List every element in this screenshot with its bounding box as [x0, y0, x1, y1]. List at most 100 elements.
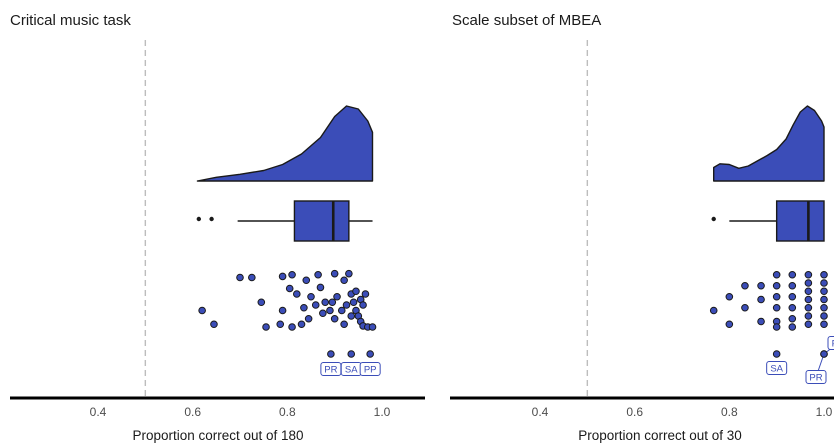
participant-label-box [805, 370, 827, 384]
outlier-point [711, 216, 716, 222]
data-point [820, 279, 828, 287]
data-point [820, 287, 828, 296]
iqr-box [775, 200, 825, 242]
participant-label: PP [832, 338, 834, 349]
x-tick-label: 1.0 [816, 405, 833, 419]
data-point [772, 303, 781, 312]
x-tick-label: 0.6 [184, 405, 201, 419]
data-point [311, 301, 320, 309]
labeled-data-point [347, 350, 356, 358]
data-point [321, 298, 330, 307]
data-point [757, 317, 765, 326]
data-point [345, 269, 353, 278]
data-point [304, 314, 313, 323]
data-point [302, 276, 311, 285]
data-point [333, 292, 341, 301]
data-point [330, 314, 339, 323]
data-point [804, 295, 813, 304]
data-point [788, 303, 797, 312]
data-point [757, 295, 765, 304]
participant-label: PR [324, 364, 337, 375]
x-axis-label: Proportion correct out of 30 [578, 428, 742, 443]
x-axis-label: Proportion correct out of 180 [132, 428, 303, 443]
data-point [316, 283, 325, 292]
data-point [772, 281, 781, 290]
data-point [820, 312, 828, 320]
data-point [236, 273, 244, 282]
data-point [330, 269, 339, 278]
plot-area: PR SA PP 0.4 0.6 0.8 1.0 [10, 40, 425, 419]
labeled-data-point [772, 350, 781, 358]
data-point [347, 312, 356, 320]
panel-scale-subset-mbea: Scale subset of MBEA SAPPPR0.40.60.81.0 … [450, 12, 834, 443]
outlier-point [209, 216, 214, 222]
labeled-data-point [366, 350, 374, 358]
data-point [772, 292, 781, 301]
data-point [741, 281, 749, 290]
data-point [820, 320, 828, 329]
data-point [307, 292, 315, 301]
data-point [741, 303, 749, 312]
data-point [276, 320, 285, 329]
panel-title: Critical music task [10, 12, 131, 29]
data-point [340, 320, 348, 329]
x-tick-label: 1.0 [374, 405, 391, 419]
data-point [725, 292, 734, 301]
participant-label: PR [809, 372, 822, 383]
data-point [820, 270, 828, 279]
x-tick-label: 0.6 [626, 405, 643, 419]
data-point [278, 272, 287, 281]
data-point [725, 320, 734, 329]
labeled-data-point [820, 350, 828, 358]
panel-title: Scale subset of MBEA [452, 12, 601, 29]
data-point [820, 295, 828, 304]
density-cloud [196, 105, 374, 182]
data-point [788, 270, 797, 279]
data-point [804, 312, 813, 320]
iqr-box [293, 200, 350, 242]
data-point [288, 323, 296, 331]
data-point [349, 298, 358, 307]
data-point [278, 306, 287, 315]
data-point [820, 303, 828, 312]
participant-label-box [766, 361, 788, 375]
data-point [319, 309, 327, 318]
data-point [359, 301, 367, 309]
data-point [757, 281, 765, 290]
data-point [262, 323, 270, 331]
labeled-data-point [327, 350, 335, 358]
data-point [361, 290, 370, 298]
data-point [285, 284, 294, 293]
participant-label-box [359, 362, 381, 376]
data-point [337, 306, 346, 315]
data-point [326, 306, 334, 315]
x-tick-label: 0.4 [90, 405, 107, 419]
data-point [210, 320, 218, 329]
data-point [804, 287, 813, 296]
data-point [788, 281, 797, 290]
data-point [257, 298, 266, 307]
plot-area: SA PP PR 0.4 0.6 0.8 1.0 [450, 40, 834, 419]
data-point [772, 323, 781, 331]
participant-label-box [827, 336, 834, 350]
participant-label: SA [770, 363, 783, 374]
data-point [248, 273, 256, 282]
data-point [297, 320, 306, 329]
data-point [314, 270, 322, 279]
data-point [328, 298, 337, 307]
data-point [804, 279, 813, 287]
participant-label: PP [364, 364, 377, 375]
data-point [300, 303, 308, 312]
data-point [804, 270, 813, 279]
x-tick-label: 0.8 [721, 405, 738, 419]
data-point [293, 290, 301, 298]
data-point [342, 301, 351, 309]
density-cloud [713, 105, 825, 182]
participant-label: SA [345, 364, 358, 375]
data-point [288, 270, 296, 279]
data-point [340, 276, 348, 285]
data-point [788, 314, 797, 323]
data-point [788, 323, 797, 331]
data-point [709, 306, 718, 315]
